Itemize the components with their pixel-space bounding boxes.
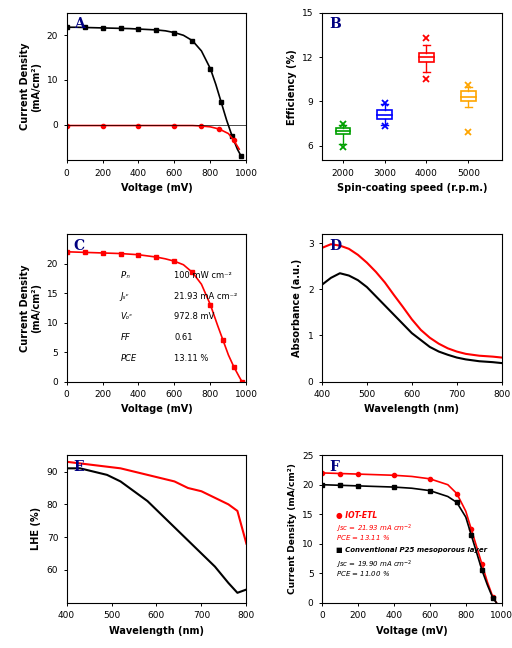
X-axis label: Spin-coating speed (r.p.m.): Spin-coating speed (r.p.m.)	[336, 183, 487, 193]
red	[484, 578, 490, 586]
Text: D: D	[329, 238, 341, 253]
X-axis label: Voltage (mV): Voltage (mV)	[121, 183, 193, 193]
Text: F: F	[329, 459, 339, 474]
Y-axis label: Current Density
(mA/cm²): Current Density (mA/cm²)	[19, 43, 41, 130]
Bar	[335, 128, 350, 134]
Line: red: red	[320, 471, 499, 605]
black	[346, 481, 352, 489]
black	[479, 566, 485, 574]
Y-axis label: Efficiency (%): Efficiency (%)	[287, 49, 296, 124]
Text: A: A	[74, 17, 84, 31]
black	[319, 481, 325, 489]
Text: E: E	[74, 459, 84, 474]
Text: B: B	[329, 17, 341, 31]
red	[391, 471, 397, 479]
Text: C: C	[74, 238, 85, 253]
Text: 0.61: 0.61	[175, 333, 193, 342]
Text: Vₒᶜ: Vₒᶜ	[120, 312, 133, 321]
Line: black: black	[320, 483, 499, 605]
black	[445, 492, 451, 500]
red	[463, 507, 469, 515]
black	[463, 513, 469, 521]
black	[337, 481, 343, 489]
Text: $PCE$ = 13.11 %: $PCE$ = 13.11 %	[336, 533, 391, 542]
Y-axis label: Current Density
(mA/cm²): Current Density (mA/cm²)	[19, 264, 41, 352]
red	[445, 481, 451, 489]
red	[493, 599, 499, 607]
Text: 100 mW cm⁻²: 100 mW cm⁻²	[175, 271, 232, 280]
Y-axis label: Absorbance (a.u.): Absorbance (a.u.)	[292, 259, 302, 357]
Text: Jₛᶜ: Jₛᶜ	[120, 292, 129, 301]
black	[328, 481, 334, 489]
red	[489, 593, 496, 601]
X-axis label: Voltage (mV): Voltage (mV)	[376, 625, 447, 636]
Y-axis label: LHE (%): LHE (%)	[31, 507, 41, 551]
black	[391, 483, 397, 491]
Text: FF: FF	[120, 333, 130, 342]
black	[373, 483, 379, 491]
Bar	[377, 110, 392, 119]
red	[355, 470, 361, 478]
red	[427, 475, 433, 483]
Text: Pᴵₙ: Pᴵₙ	[120, 271, 131, 280]
red	[337, 470, 343, 478]
Text: 21.93 mA cm⁻²: 21.93 mA cm⁻²	[175, 292, 238, 301]
Text: $Jsc$ = 21.93 mA cm$^{-2}$: $Jsc$ = 21.93 mA cm$^{-2}$	[336, 523, 413, 535]
black	[409, 484, 415, 492]
Text: ● IOT-ETL: ● IOT-ETL	[336, 511, 377, 520]
red	[409, 472, 415, 480]
red	[474, 543, 480, 551]
Bar	[461, 91, 476, 102]
black	[489, 594, 496, 602]
black	[355, 482, 361, 490]
red	[479, 561, 485, 568]
Text: 13.11 %: 13.11 %	[175, 354, 209, 362]
red	[319, 469, 325, 477]
Bar	[419, 52, 434, 62]
black	[484, 581, 490, 589]
Text: ■ Conventional P25 mesoporous layer: ■ Conventional P25 mesoporous layer	[336, 547, 487, 553]
X-axis label: Wavelength (nm): Wavelength (nm)	[109, 625, 204, 636]
red	[328, 469, 334, 477]
red	[346, 470, 352, 478]
red	[373, 471, 379, 479]
black	[493, 599, 499, 607]
black	[427, 487, 433, 494]
X-axis label: Wavelength (nm): Wavelength (nm)	[365, 404, 459, 415]
Y-axis label: Current Density (mA/cm²): Current Density (mA/cm²)	[288, 463, 296, 594]
black	[454, 498, 460, 506]
red	[454, 490, 460, 498]
black	[468, 531, 474, 538]
black	[474, 549, 480, 557]
Text: 972.8 mV: 972.8 mV	[175, 312, 215, 321]
Text: $Jsc$ = 19.90 mA cm$^{-2}$: $Jsc$ = 19.90 mA cm$^{-2}$	[336, 559, 413, 571]
Text: $PCE$ = 11.00 %: $PCE$ = 11.00 %	[336, 569, 391, 578]
X-axis label: Voltage (mV): Voltage (mV)	[121, 404, 193, 415]
red	[468, 525, 474, 533]
Text: PCE: PCE	[120, 354, 137, 362]
